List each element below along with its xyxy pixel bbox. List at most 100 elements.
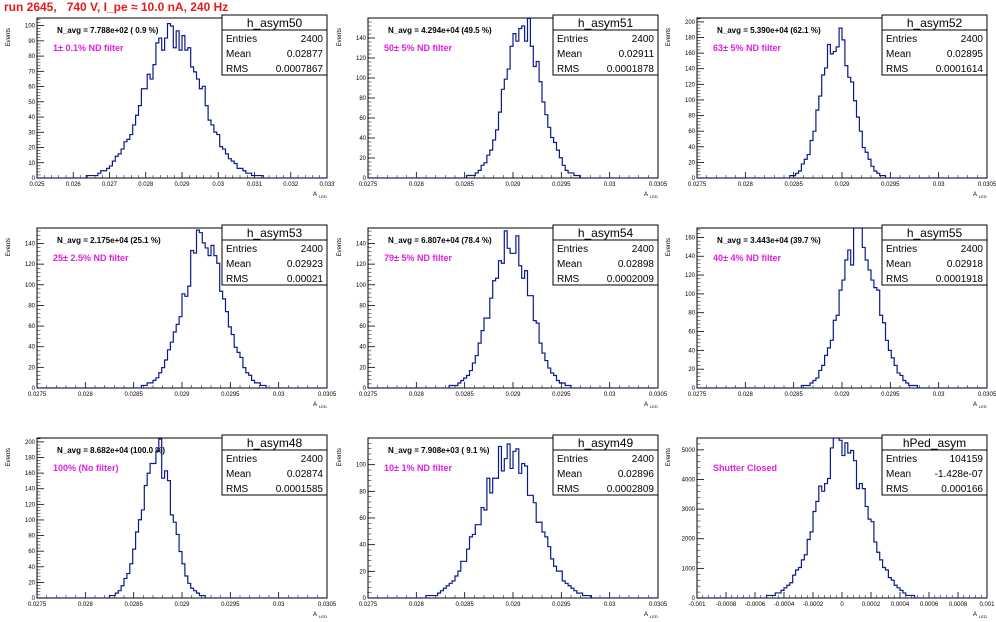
histogram-h_asym50	[37, 22, 327, 178]
panel-h_asym51: Events A LED 0.0275 0.028 0.0285 0.029 0.0295 0.…	[337, 14, 668, 199]
stats-box: h_asym52 Entries 2400 Mean 0.02895 RMS 0.00016…	[881, 14, 988, 76]
x-axis-title: A	[973, 612, 977, 618]
stat-label: Entries	[226, 454, 257, 465]
y-tick-label: 40	[28, 345, 35, 351]
stats-box-frame	[552, 14, 659, 76]
panel-h_asym55: Events A LED 0.0275 0.028 0.0285 0.029 0.0295 0.…	[666, 224, 996, 409]
y-tick-label: 40	[688, 145, 695, 151]
stat-value: 0.000166	[941, 484, 983, 495]
x-tick-label: 0.0275	[688, 392, 707, 398]
x-tick-label: 0.025	[29, 182, 45, 188]
x-tick-label: 0.032	[283, 182, 299, 188]
stat-label: Entries	[886, 34, 917, 45]
stat-label: Entries	[226, 34, 257, 45]
panel-h_asym49: Events A LED 0.0275 0.028 0.0285 0.029 0.0295 0.…	[337, 434, 668, 619]
y-tick-label: 180	[685, 36, 696, 42]
y-tick-label: 160	[685, 235, 696, 241]
stat-label: RMS	[886, 64, 909, 75]
x-tick-label: 0.027	[102, 182, 118, 188]
filter-label: 40± 4% ND filter	[713, 253, 781, 263]
stats-box: h_asym54 Entries 2400 Mean 0.02898 RMS 0.00020…	[552, 224, 659, 286]
panel-h_asym54: Events A LED 0.0275 0.028 0.0285 0.029 0.0295 0.…	[337, 224, 668, 409]
y-tick-label: 40	[359, 543, 366, 549]
stat-value: 2400	[632, 454, 655, 465]
y-tick-label: 0	[363, 386, 367, 392]
y-tick-label: 100	[356, 76, 367, 82]
y-tick-label: 80	[688, 114, 695, 120]
stats-box-frame	[881, 224, 988, 286]
stats-box-frame	[552, 434, 659, 496]
filter-label: 100% (No filter)	[53, 463, 119, 473]
x-axis-title: A	[973, 192, 977, 198]
x-tick-label: 0.03	[604, 602, 616, 608]
stat-value: 0.02918	[947, 259, 984, 270]
x-tick-label: 0.029	[505, 602, 521, 608]
x-tick-label: 0.0285	[784, 392, 803, 398]
y-tick-label: 140	[685, 67, 696, 73]
x-tick-label: 0.0305	[649, 602, 668, 608]
x-tick-label: 0.0305	[649, 182, 668, 188]
stat-value: 0.00021	[287, 274, 324, 285]
x-tick-label: 0.028	[409, 182, 425, 188]
y-tick-label: 60	[688, 330, 695, 336]
x-tick-label: 0.03	[933, 182, 945, 188]
x-tick-label: 0.0295	[881, 182, 900, 188]
stat-label: Entries	[557, 244, 588, 255]
y-tick-label: 80	[359, 489, 366, 495]
x-tick-label: 0.0305	[978, 392, 996, 398]
stats-box: hPed_asym Entries 104159 Mean -1.428e-07 RMS 0…	[881, 434, 988, 496]
stat-label: Entries	[886, 454, 917, 465]
x-axis-subscript: LED	[979, 614, 987, 619]
stat-value: 0.02896	[618, 469, 655, 480]
panel-hPed_asym: Events A LED -0.001 -0.0008 -0.0006 -0.0004 -0.…	[666, 434, 995, 619]
x-axis-subscript: LED	[650, 614, 658, 619]
y-tick-label: 160	[685, 51, 696, 57]
stat-value: 0.02877	[287, 49, 324, 60]
x-axis-title: A	[313, 402, 317, 408]
histogram-name: h_asym48	[247, 436, 303, 450]
stat-label: Mean	[557, 259, 582, 270]
y-tick-label: 60	[359, 116, 366, 122]
x-axis-title: A	[313, 192, 317, 198]
stat-label: RMS	[226, 274, 249, 285]
navg-label: N_avg = 6.807e+04 (78.4 %)	[388, 236, 492, 245]
x-tick-label: -0.0008	[716, 602, 737, 608]
navg-label: N_avg = 8.682e+04 (100.0 %)	[57, 446, 165, 455]
y-tick-label: 120	[356, 262, 367, 268]
x-tick-label: 0.0275	[688, 182, 707, 188]
stat-value: 0.02874	[287, 469, 324, 480]
x-axis-subscript: LED	[319, 404, 327, 409]
y-tick-label: 100	[685, 292, 696, 298]
y-tick-label: 80	[359, 96, 366, 102]
x-tick-label: 0.029	[174, 392, 190, 398]
y-tick-label: 20	[28, 365, 35, 371]
navg-label: N_avg = 7.788e+02 ( 0.9 %)	[57, 26, 159, 35]
histogram-h_asym55	[697, 228, 987, 388]
y-tick-label: 140	[25, 487, 36, 493]
x-tick-label: 0.0305	[318, 602, 337, 608]
x-axis-title: A	[973, 402, 977, 408]
stats-box-frame	[552, 224, 659, 286]
stat-label: RMS	[226, 64, 249, 75]
panel-h_asym52: Events A LED 0.0275 0.028 0.0285 0.029 0.0295 0.…	[666, 14, 996, 199]
stats-box: h_asym50 Entries 2400 Mean 0.02877 RMS 0.00078…	[221, 14, 328, 76]
y-tick-label: 120	[25, 262, 36, 268]
y-tick-label: 120	[685, 82, 696, 88]
stats-box: h_asym53 Entries 2400 Mean 0.02923 RMS 0.00021	[221, 224, 328, 286]
x-tick-label: 0.0295	[552, 182, 571, 188]
stat-label: RMS	[886, 484, 909, 495]
y-tick-label: 20	[688, 160, 695, 166]
x-tick-label: 0.0285	[455, 392, 474, 398]
histogram-name: h_asym53	[247, 226, 303, 240]
x-tick-label: 0.028	[738, 182, 754, 188]
histogram-name: h_asym54	[578, 226, 634, 240]
x-tick-label: 0.026	[66, 182, 82, 188]
x-axis-subscript: LED	[319, 614, 327, 619]
y-tick-label: 90	[28, 39, 35, 45]
x-axis-subscript: LED	[979, 194, 987, 199]
x-tick-label: 0.028	[409, 392, 425, 398]
y-tick-label: 4000	[682, 477, 696, 483]
histogram-name: h_asym55	[907, 226, 963, 240]
x-tick-label: 0.0004	[891, 602, 910, 608]
